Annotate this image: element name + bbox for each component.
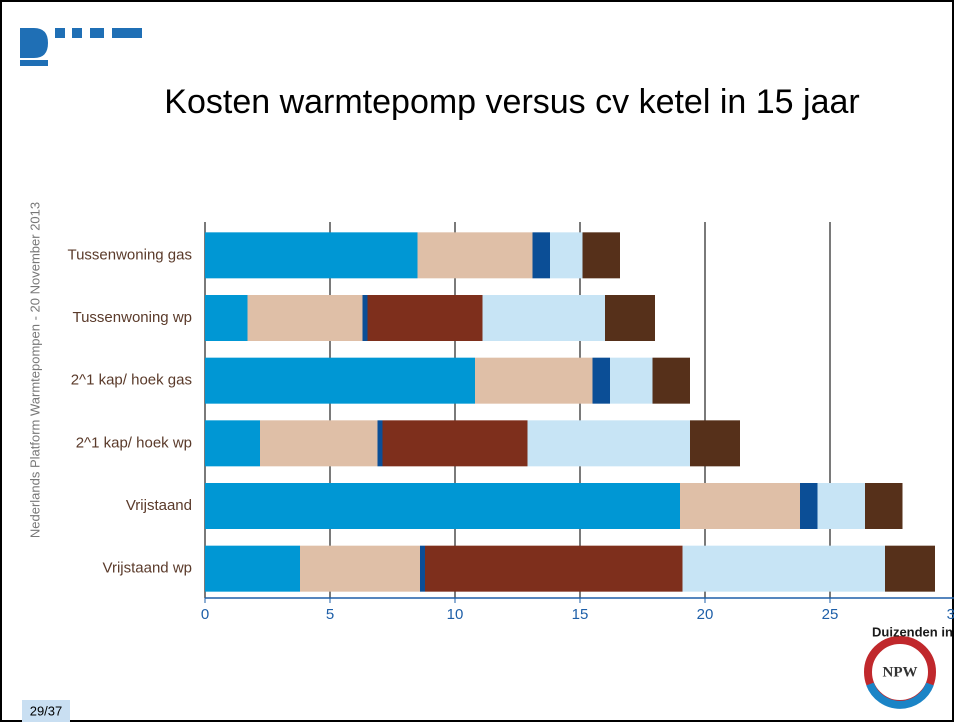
logo-ring-lower — [866, 682, 934, 709]
bar-segment — [605, 295, 655, 341]
bar-segment — [550, 232, 583, 279]
side-text: Nederlands Platform Warmtepompen - 20 No… — [27, 202, 42, 538]
logo-bit — [55, 28, 65, 38]
logo-bit — [90, 28, 104, 38]
bar-segment — [652, 357, 690, 404]
bar-segment — [205, 295, 248, 341]
x-tick-label: 20 — [697, 606, 714, 623]
logo-text: NPW — [883, 664, 918, 680]
logo-bit — [72, 28, 82, 38]
x-axis-label: Duizenden in — [872, 624, 953, 639]
x-tick-label: 5 — [326, 606, 334, 623]
x-tick-label: 0 — [201, 606, 209, 623]
y-tick-label: Vrijstaand — [126, 497, 192, 514]
x-tick-label: 15 — [572, 606, 589, 623]
top-logo — [20, 28, 142, 66]
y-tick-label: 2^1 kap/ hoek wp — [76, 434, 192, 451]
bar-segment — [205, 420, 260, 467]
bar-segment — [377, 420, 383, 467]
bar-segment — [610, 357, 653, 404]
bar-segment — [800, 483, 818, 529]
page-number: 29/37 — [30, 703, 63, 718]
bar-segment — [532, 232, 550, 279]
bar-segment — [205, 357, 475, 404]
npw-logo: NPW — [864, 636, 936, 709]
bar-segment — [417, 232, 533, 279]
bar-segment — [885, 545, 935, 592]
bar-segment — [592, 357, 610, 404]
bar-segment — [205, 483, 680, 529]
bar-segment — [680, 483, 800, 529]
x-tick-label: 30 — [947, 606, 954, 623]
bar-segment — [300, 545, 420, 592]
x-tick-label: 10 — [447, 606, 464, 623]
bar-segment — [420, 545, 425, 592]
x-tick-label: 25 — [822, 606, 839, 623]
logo-bit — [112, 28, 142, 38]
bar-segment — [260, 420, 378, 467]
logo-bar — [20, 60, 48, 66]
y-tick-label: Tussenwoning wp — [72, 309, 192, 326]
bar-segment — [367, 295, 483, 341]
bar-segment — [682, 545, 885, 592]
page-number-box — [22, 700, 70, 722]
bar-segment — [247, 295, 363, 341]
y-tick-label: 2^1 kap/ hoek gas — [71, 372, 192, 389]
bar-segment — [817, 483, 865, 529]
bar-segment — [362, 295, 368, 341]
bar-segment — [582, 232, 620, 279]
bar-segment — [482, 295, 605, 341]
bar-segment — [475, 357, 593, 404]
chart-title: Kosten warmtepomp versus cv ketel in 15 … — [164, 83, 859, 121]
logo-shape — [20, 28, 48, 58]
plot: Tussenwoning gas Tussenwoning wp 2^1 kap/ … — [67, 222, 954, 639]
bar-segment — [382, 420, 528, 467]
bar-segment — [205, 232, 418, 279]
bar-segment — [205, 545, 300, 592]
bar-segment — [425, 545, 683, 592]
bar-segment — [690, 420, 740, 467]
bar-segment — [527, 420, 690, 467]
y-tick-label: Tussenwoning gas — [67, 246, 192, 263]
y-tick-label: Vrijstaand wp — [103, 560, 193, 577]
bar-segment — [865, 483, 903, 529]
